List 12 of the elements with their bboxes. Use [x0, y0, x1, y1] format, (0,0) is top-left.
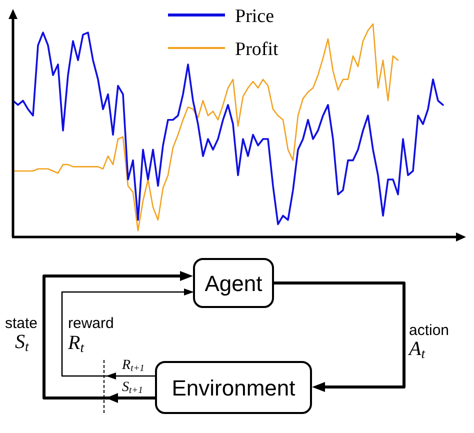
legend-label: Profit	[235, 39, 279, 60]
text: A$_{t}$	[407, 338, 426, 361]
text: action	[409, 322, 450, 339]
text: reward	[68, 315, 114, 332]
text: R$_{t+1}$	[121, 358, 144, 374]
text: R$_{t}$	[67, 332, 86, 355]
text: S$_{t}$	[15, 331, 30, 354]
text: S$_{t+1}$	[122, 380, 143, 396]
category-label: Agent	[204, 270, 262, 296]
legend-label: Price	[235, 6, 274, 27]
category-label: Environment	[172, 375, 296, 400]
text: state	[5, 315, 38, 332]
